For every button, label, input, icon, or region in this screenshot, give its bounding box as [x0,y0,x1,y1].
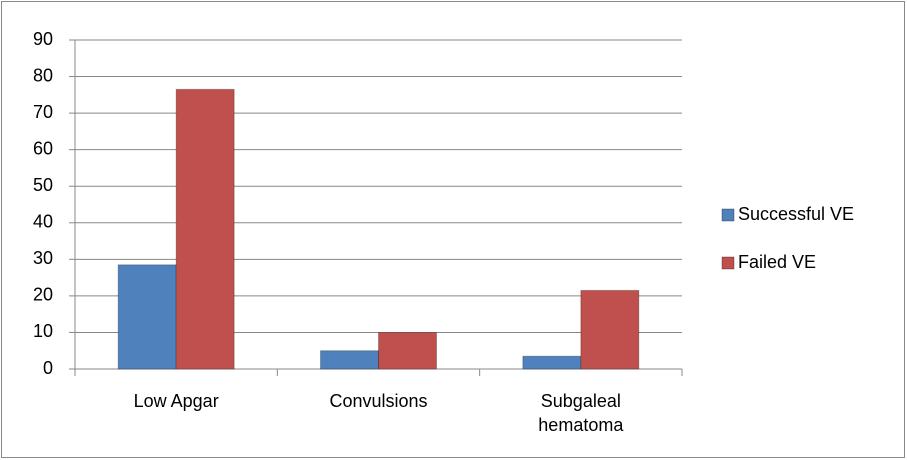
y-tick-label: 0 [43,358,53,378]
bar [378,331,437,370]
y-tick-label: 20 [33,285,53,305]
legend-label: Failed VE [738,252,816,272]
bar [117,264,177,370]
y-tick-label: 90 [33,29,53,49]
y-tick-label: 30 [33,248,53,268]
bar [175,88,235,370]
x-tick-label: Convulsions [329,391,428,411]
y-tick-label: 70 [33,102,53,122]
bar [522,355,582,370]
x-tick-label: Subgaleal hematoma [538,391,624,435]
y-tick-label: 80 [33,65,53,85]
x-tick-label: Low Apgar [133,391,219,411]
y-tick-label: 60 [33,138,53,158]
y-tick-label: 50 [33,175,53,195]
bar [320,350,379,370]
legend-label: Successful VE [738,204,854,224]
y-tick-label: 40 [33,212,53,232]
y-tick-label: 10 [33,321,53,341]
legend-swatch [721,256,735,270]
legend-swatch [721,208,735,222]
bar [580,289,640,370]
